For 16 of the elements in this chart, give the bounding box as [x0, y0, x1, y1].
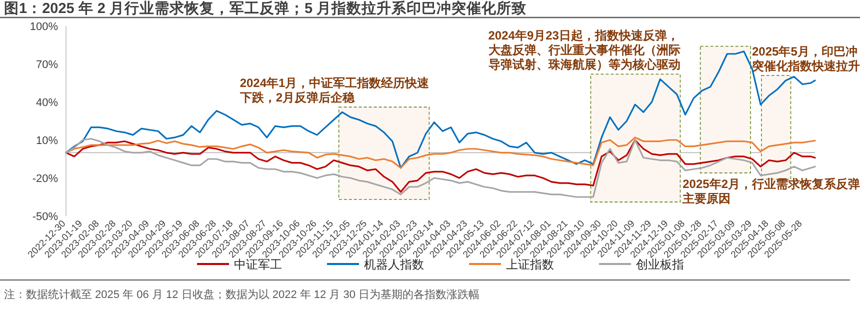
y-tick-label: -20% [32, 173, 58, 185]
band-label: 2025年5月，印巴冲突催化指数快速拉升 [751, 44, 860, 73]
legend-label: 创业板指 [636, 258, 684, 272]
y-tick-label: 70% [36, 59, 58, 71]
band-label: 2024年1月，中证军工指数经历快速下跌，2月反弹后企稳 [238, 76, 430, 105]
band-label: 2024年9月23日起，指数快速反弹，大盘反弹、行业重大事件催化（洲际导弹试射、珠海航展）等为核心驱动 [488, 28, 680, 72]
legend-label: 中证军工 [234, 258, 282, 272]
legend-label: 机器人指数 [364, 258, 424, 272]
y-tick-label: 40% [36, 97, 58, 109]
y-tick-label: -50% [32, 211, 58, 223]
legend-label: 上证指数 [506, 258, 554, 272]
text: 注：数据统计截至 2025 年 06 月 12 日收盘；数据为以 2022 年 12 月 30 日为基期的各指数涨跌幅 [4, 288, 480, 301]
y-tick-label: 10% [36, 135, 58, 147]
chart-title: 图1：2025 年 2 月行业需求恢复，军工反弹；5 月指数拉升系印巴冲突催化所致 [4, 0, 527, 17]
band-label: 2025年2月，行业需求恢复系反弹主要原因 [682, 176, 860, 206]
y-tick-label: 100% [30, 21, 58, 33]
